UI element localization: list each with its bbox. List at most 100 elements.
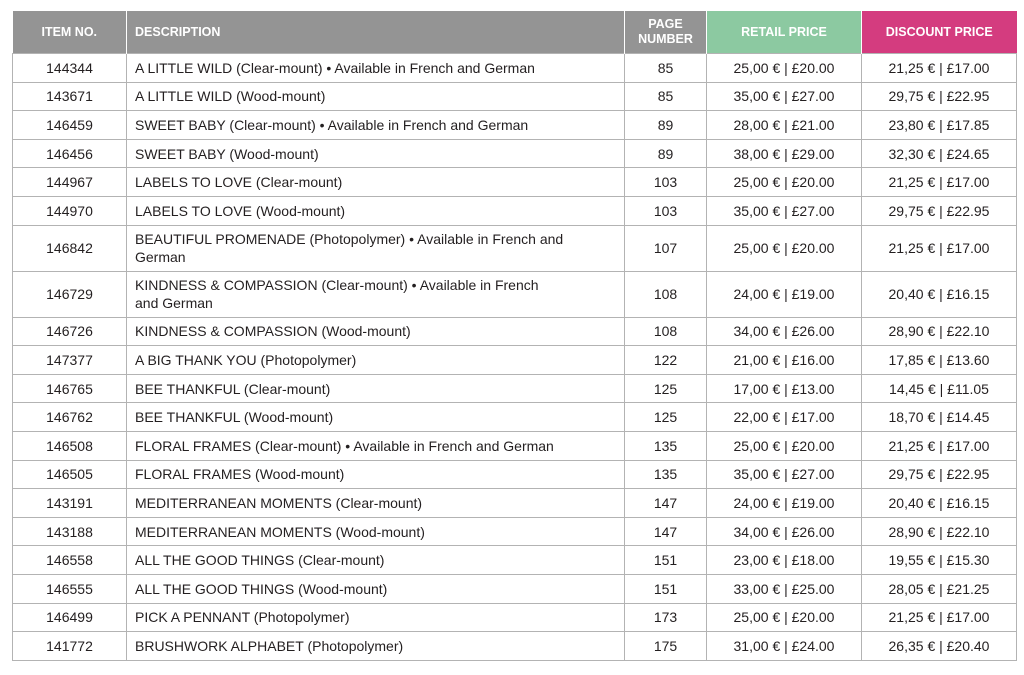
retail-price-cell: 31,00 € | £24.00: [706, 631, 862, 661]
discount-price-cell: 29,75 € | £22.95: [861, 195, 1017, 226]
price-table: ITEM NO. DESCRIPTION PAGE NUMBER RETAIL …: [12, 11, 1017, 661]
page-number-cell: 103: [624, 195, 707, 226]
header-row: ITEM NO. DESCRIPTION PAGE NUMBER RETAIL …: [12, 11, 1017, 54]
price-table-container: ITEM NO. DESCRIPTION PAGE NUMBER RETAIL …: [12, 11, 1017, 661]
description-cell: ALL THE GOOD THINGS (Wood-mount): [126, 573, 625, 604]
retail-price-cell: 35,00 € | £27.00: [706, 195, 862, 226]
retail-price-cell: 34,00 € | £26.00: [706, 316, 862, 347]
item-number-cell: 146508: [12, 430, 127, 461]
item-number-cell: 146842: [12, 224, 127, 272]
retail-price-cell: 33,00 € | £25.00: [706, 573, 862, 604]
item-number-cell: 141772: [12, 631, 127, 661]
description-cell: PICK A PENNANT (Photopolymer): [126, 602, 625, 633]
description-cell: FLORAL FRAMES (Wood-mount): [126, 459, 625, 490]
table-row: 146505 FLORAL FRAMES (Wood-mount) 135 35,00…: [12, 459, 1017, 490]
item-number-cell: 146456: [12, 138, 127, 169]
description-cell: MEDITERRANEAN MOMENTS (Wood-mount): [126, 516, 625, 547]
retail-price-cell: 23,00 € | £18.00: [706, 545, 862, 575]
description-cell: MEDITERRANEAN MOMENTS (Clear-mount): [126, 488, 625, 518]
table-row: 147377 A BIG THANK YOU (Photopolymer) 122 2…: [12, 345, 1017, 375]
table-row: 146842 BEAUTIFUL PROMENADE (Photopolymer)…: [12, 224, 1017, 272]
item-number-cell: 146765: [12, 373, 127, 404]
item-number-cell: 143191: [12, 488, 127, 518]
header-description: DESCRIPTION: [126, 11, 625, 54]
item-number-cell: 146558: [12, 545, 127, 575]
table-row: 146459 SWEET BABY (Clear-mount) • Availab…: [12, 110, 1017, 140]
page-number-cell: 173: [624, 602, 707, 633]
retail-price-cell: 28,00 € | £21.00: [706, 110, 862, 140]
page-number-cell: 85: [624, 81, 707, 112]
page-number-cell: 108: [624, 270, 707, 318]
discount-price-cell: 17,85 € | £13.60: [861, 345, 1017, 375]
discount-price-cell: 23,80 € | £17.85: [861, 110, 1017, 140]
page-number-cell: 151: [624, 573, 707, 604]
description-cell: BEE THANKFUL (Wood-mount): [126, 402, 625, 432]
page-number-cell: 108: [624, 316, 707, 347]
description-cell: A BIG THANK YOU (Photopolymer): [126, 345, 625, 375]
table-row: 146762 BEE THANKFUL (Wood-mount) 125 22,00 …: [12, 402, 1017, 432]
description-cell: ALL THE GOOD THINGS (Clear-mount): [126, 545, 625, 575]
discount-price-cell: 20,40 € | £16.15: [861, 270, 1017, 318]
discount-price-cell: 28,90 € | £22.10: [861, 316, 1017, 347]
page-number-cell: 147: [624, 488, 707, 518]
description-cell: BEE THANKFUL (Clear-mount): [126, 373, 625, 404]
page-number-cell: 107: [624, 224, 707, 272]
discount-price-cell: 28,05 € | £21.25: [861, 573, 1017, 604]
discount-price-cell: 21,25 € | £17.00: [861, 430, 1017, 461]
item-number-cell: 143188: [12, 516, 127, 547]
retail-price-cell: 24,00 € | £19.00: [706, 488, 862, 518]
table-row: 146508 FLORAL FRAMES (Clear-mount) • Avai…: [12, 430, 1017, 461]
retail-price-cell: 25,00 € | £20.00: [706, 602, 862, 633]
description-cell: SWEET BABY (Clear-mount) • Available in …: [126, 110, 625, 140]
retail-price-cell: 35,00 € | £27.00: [706, 81, 862, 112]
page-number-cell: 89: [624, 138, 707, 169]
table-row: 143671 A LITTLE WILD (Wood-mount) 85 35,00 …: [12, 81, 1017, 112]
table-row: 146765 BEE THANKFUL (Clear-mount) 125 17,00…: [12, 373, 1017, 404]
table-header: ITEM NO. DESCRIPTION PAGE NUMBER RETAIL …: [12, 11, 1017, 54]
table-row: 146499 PICK A PENNANT (Photopolymer) 173 25…: [12, 602, 1017, 633]
discount-price-cell: 28,90 € | £22.10: [861, 516, 1017, 547]
page-number-cell: 135: [624, 459, 707, 490]
description-cell: BRUSHWORK ALPHABET (Photopolymer): [126, 631, 625, 661]
discount-price-cell: 29,75 € | £22.95: [861, 459, 1017, 490]
item-number-cell: 144344: [12, 53, 127, 83]
header-page-number: PAGE NUMBER: [624, 11, 707, 54]
table-row: 144344 A LITTLE WILD (Clear-mount) • Avai…: [12, 53, 1017, 83]
discount-price-cell: 26,35 € | £20.40: [861, 631, 1017, 661]
retail-price-cell: 21,00 € | £16.00: [706, 345, 862, 375]
item-number-cell: 146726: [12, 316, 127, 347]
description-cell: SWEET BABY (Wood-mount): [126, 138, 625, 169]
table-row: 144967 LABELS TO LOVE (Clear-mount) 103 25,…: [12, 167, 1017, 197]
description-cell: FLORAL FRAMES (Clear-mount) • Available …: [126, 430, 625, 461]
item-number-cell: 146729: [12, 270, 127, 318]
page-number-cell: 147: [624, 516, 707, 547]
page-number-cell: 135: [624, 430, 707, 461]
table-body: 144344 A LITTLE WILD (Clear-mount) • Avai…: [12, 53, 1017, 661]
item-number-cell: 144967: [12, 167, 127, 197]
page-number-cell: 125: [624, 402, 707, 432]
retail-price-cell: 25,00 € | £20.00: [706, 430, 862, 461]
retail-price-cell: 24,00 € | £19.00: [706, 270, 862, 318]
item-number-cell: 146505: [12, 459, 127, 490]
item-number-cell: 146555: [12, 573, 127, 604]
discount-price-cell: 21,25 € | £17.00: [861, 53, 1017, 83]
table-row: 146558 ALL THE GOOD THINGS (Clear-mount) 1…: [12, 545, 1017, 575]
page-number-cell: 89: [624, 110, 707, 140]
table-row: 141772 BRUSHWORK ALPHABET (Photopolymer) 1…: [12, 631, 1017, 661]
description-cell: A LITTLE WILD (Clear-mount) • Available …: [126, 53, 625, 83]
discount-price-cell: 14,45 € | £11.05: [861, 373, 1017, 404]
item-number-cell: 146499: [12, 602, 127, 633]
retail-price-cell: 25,00 € | £20.00: [706, 167, 862, 197]
description-cell: KINDNESS & COMPASSION (Clear-mount) • Av…: [126, 270, 625, 318]
description-cell: KINDNESS & COMPASSION (Wood-mount): [126, 316, 625, 347]
page-number-cell: 151: [624, 545, 707, 575]
retail-price-cell: 38,00 € | £29.00: [706, 138, 862, 169]
header-retail-price: RETAIL PRICE: [706, 11, 862, 54]
table-row: 146456 SWEET BABY (Wood-mount) 89 38,00 € |…: [12, 138, 1017, 169]
page-number-cell: 85: [624, 53, 707, 83]
page-number-cell: 125: [624, 373, 707, 404]
page-number-cell: 122: [624, 345, 707, 375]
item-number-cell: 146459: [12, 110, 127, 140]
discount-price-cell: 21,25 € | £17.00: [861, 602, 1017, 633]
retail-price-cell: 25,00 € | £20.00: [706, 224, 862, 272]
